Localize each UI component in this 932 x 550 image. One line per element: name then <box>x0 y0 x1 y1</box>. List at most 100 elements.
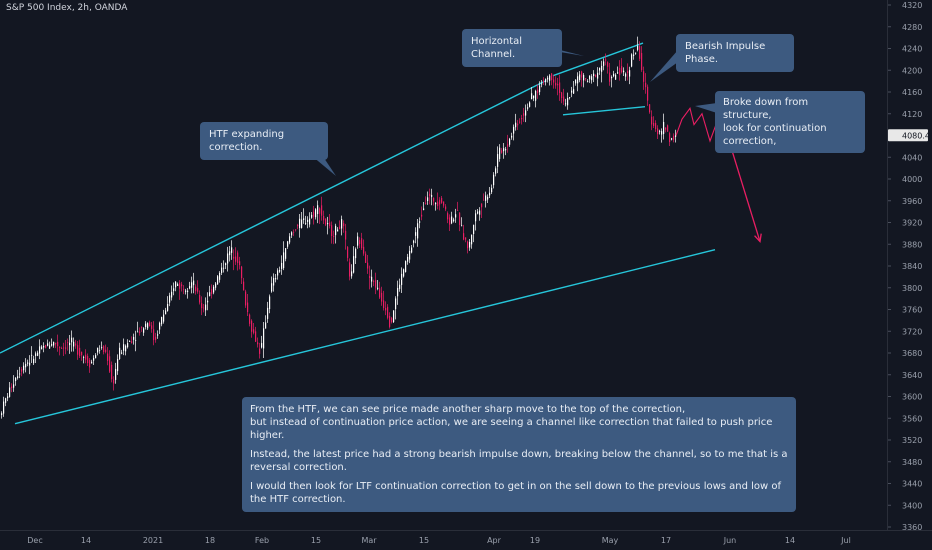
candle-body <box>235 256 237 262</box>
candle-body <box>531 93 533 100</box>
candle-body <box>653 122 655 127</box>
candle-body <box>337 229 339 232</box>
candle-body <box>233 256 235 259</box>
y-tick-label: 3880 <box>902 240 922 249</box>
candle-body <box>59 346 61 348</box>
candle-body <box>627 71 629 74</box>
candle-body <box>425 203 427 204</box>
candle-body <box>189 286 191 289</box>
last-price-label: 4080.4 <box>902 131 930 140</box>
candle-body <box>435 202 437 205</box>
y-tick-label: 3440 <box>902 480 922 489</box>
candle-body <box>661 131 663 135</box>
candle-body <box>609 72 611 82</box>
candle-body <box>473 224 475 234</box>
candle-body <box>411 247 413 253</box>
candle-body <box>395 298 397 310</box>
candle-body <box>363 246 365 254</box>
candle-body <box>403 269 405 277</box>
candle-body <box>361 238 363 249</box>
callout-broke-down: Broke down from structure, look for cont… <box>715 91 865 153</box>
candle-body <box>533 95 535 99</box>
candle-body <box>265 322 267 329</box>
candle-body <box>47 343 49 346</box>
candle-body <box>71 337 73 343</box>
candle-body <box>489 192 491 196</box>
x-tick-label: Mar <box>361 536 377 545</box>
candle-body <box>339 226 341 230</box>
candle-body <box>525 110 527 116</box>
candle-body <box>371 276 373 282</box>
y-tick-label: 3800 <box>902 284 922 293</box>
candle-body <box>457 210 459 211</box>
candle-body <box>349 262 351 277</box>
candle-body <box>553 79 555 83</box>
candle-body <box>137 331 139 333</box>
candle-body <box>417 223 419 239</box>
callout-bearish-tail <box>650 50 678 82</box>
candle-body <box>563 96 565 102</box>
candle-body <box>171 291 173 298</box>
candle-body <box>193 280 195 286</box>
candle-body <box>633 54 635 56</box>
candle-body <box>451 216 453 224</box>
x-tick-label: 15 <box>311 536 321 545</box>
candle-body <box>537 89 539 94</box>
channel-line-3 <box>552 42 644 77</box>
candle-body <box>505 149 507 151</box>
candle-body <box>545 79 547 83</box>
candle-body <box>205 304 207 311</box>
candle-body <box>1 413 3 416</box>
x-tick-label: 14 <box>81 536 91 545</box>
candle-body <box>57 341 59 347</box>
candle-body <box>523 113 525 116</box>
candle-body <box>367 262 369 269</box>
candle-body <box>421 214 423 217</box>
candle-body <box>213 286 215 293</box>
y-tick-label: 3360 <box>902 523 922 532</box>
candle-body <box>309 218 311 225</box>
candle-body <box>595 74 597 77</box>
candle-body <box>79 347 81 357</box>
candle-body <box>541 83 543 85</box>
y-tick-label: 4320 <box>902 1 922 10</box>
candle-body <box>39 346 41 354</box>
candle-body <box>129 341 131 342</box>
y-tick-label: 3400 <box>902 501 922 510</box>
last-price-badge <box>888 129 928 142</box>
candle-body <box>109 356 111 372</box>
note-paragraph-2: Instead, the latest price had a strong b… <box>250 449 788 473</box>
candle-body <box>253 329 255 333</box>
candle-body <box>311 214 313 218</box>
x-tick-label: May <box>602 536 619 545</box>
candle-body <box>515 122 517 128</box>
candle-body <box>319 208 321 214</box>
candle-body <box>565 103 567 105</box>
candle-body <box>397 287 399 297</box>
candle-body <box>181 284 183 287</box>
candle-body <box>499 147 501 159</box>
candle-body <box>207 300 209 303</box>
candle-body <box>379 288 381 298</box>
y-tick-label: 3960 <box>902 197 922 206</box>
candle-body <box>65 347 67 349</box>
candle-body <box>37 352 39 356</box>
candle-body <box>101 347 103 349</box>
candle-body <box>481 203 483 208</box>
candle-body <box>239 261 241 266</box>
candle-body <box>287 241 289 247</box>
candle-body <box>177 284 179 286</box>
candle-body <box>133 337 135 340</box>
candle-body <box>623 70 625 73</box>
candle-body <box>423 208 425 211</box>
candle-body <box>107 353 109 361</box>
candle-body <box>27 362 29 364</box>
candle-body <box>353 256 355 273</box>
candle-body <box>173 288 175 292</box>
candle-body <box>669 133 671 143</box>
candle-body <box>209 292 211 296</box>
y-tick-label: 3920 <box>902 219 922 228</box>
candle-body <box>501 150 503 153</box>
candle-body <box>437 201 439 206</box>
